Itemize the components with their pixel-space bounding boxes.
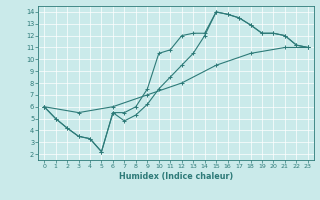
X-axis label: Humidex (Indice chaleur): Humidex (Indice chaleur) <box>119 172 233 181</box>
